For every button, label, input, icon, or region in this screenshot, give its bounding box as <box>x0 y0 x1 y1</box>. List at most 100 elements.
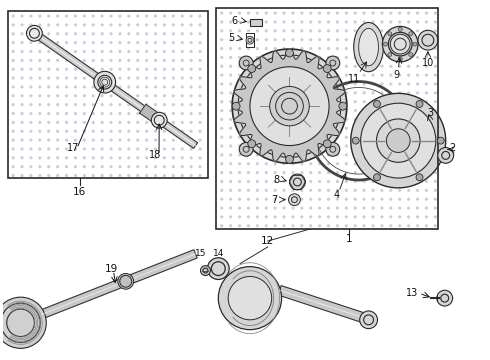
Circle shape <box>30 95 32 97</box>
Circle shape <box>266 12 267 14</box>
Circle shape <box>12 148 14 150</box>
Circle shape <box>164 33 165 35</box>
Circle shape <box>408 83 410 85</box>
Circle shape <box>30 157 32 159</box>
Circle shape <box>146 130 147 132</box>
Circle shape <box>221 145 222 147</box>
Circle shape <box>354 127 356 129</box>
Circle shape <box>381 66 383 67</box>
Circle shape <box>328 83 329 85</box>
Circle shape <box>30 33 32 35</box>
Circle shape <box>83 68 85 70</box>
Circle shape <box>83 113 85 114</box>
Circle shape <box>247 216 249 218</box>
Circle shape <box>437 137 444 144</box>
Circle shape <box>435 225 436 227</box>
Circle shape <box>301 172 303 174</box>
Circle shape <box>181 139 183 141</box>
Circle shape <box>328 101 329 103</box>
Circle shape <box>181 42 183 44</box>
Circle shape <box>266 145 267 147</box>
Circle shape <box>289 194 300 206</box>
Circle shape <box>137 139 139 141</box>
Circle shape <box>30 15 32 17</box>
Circle shape <box>12 68 14 70</box>
Circle shape <box>57 157 58 159</box>
Circle shape <box>239 92 241 94</box>
Circle shape <box>292 83 294 85</box>
Circle shape <box>363 181 365 183</box>
Circle shape <box>301 207 303 209</box>
Circle shape <box>101 51 103 53</box>
Circle shape <box>172 42 174 44</box>
Circle shape <box>408 207 410 209</box>
Text: 12: 12 <box>261 236 274 246</box>
Circle shape <box>230 74 232 76</box>
Circle shape <box>66 157 68 159</box>
Circle shape <box>425 74 427 76</box>
Circle shape <box>48 42 49 44</box>
Circle shape <box>381 136 383 138</box>
Circle shape <box>381 189 383 191</box>
Circle shape <box>164 157 165 159</box>
Circle shape <box>408 12 410 14</box>
Circle shape <box>248 38 252 42</box>
Circle shape <box>328 181 329 183</box>
Circle shape <box>319 30 320 32</box>
Circle shape <box>388 53 392 57</box>
Circle shape <box>74 95 76 97</box>
Circle shape <box>326 143 340 156</box>
Circle shape <box>92 175 94 176</box>
Circle shape <box>354 57 356 58</box>
Circle shape <box>21 68 23 70</box>
Circle shape <box>199 122 201 123</box>
Circle shape <box>137 166 139 168</box>
Circle shape <box>399 145 401 147</box>
Circle shape <box>110 15 112 17</box>
Circle shape <box>354 39 356 41</box>
Circle shape <box>137 104 139 105</box>
Circle shape <box>345 163 347 165</box>
Circle shape <box>381 12 383 14</box>
Circle shape <box>48 77 49 79</box>
Circle shape <box>408 110 410 112</box>
Circle shape <box>48 95 49 97</box>
Circle shape <box>354 198 356 200</box>
Circle shape <box>339 102 347 110</box>
Circle shape <box>101 95 103 97</box>
Circle shape <box>155 113 156 114</box>
Circle shape <box>328 136 329 138</box>
Circle shape <box>39 104 41 105</box>
Circle shape <box>12 139 14 141</box>
Circle shape <box>164 59 165 61</box>
Circle shape <box>39 113 41 114</box>
Circle shape <box>128 86 130 88</box>
Circle shape <box>155 59 156 61</box>
Circle shape <box>372 66 374 67</box>
Circle shape <box>39 139 41 141</box>
Circle shape <box>345 172 347 174</box>
Circle shape <box>164 42 165 44</box>
Circle shape <box>12 175 14 176</box>
Circle shape <box>408 154 410 156</box>
Circle shape <box>408 21 410 23</box>
Circle shape <box>435 30 436 32</box>
Circle shape <box>190 95 192 97</box>
Circle shape <box>345 92 347 94</box>
Circle shape <box>266 163 267 165</box>
Circle shape <box>120 275 132 287</box>
Circle shape <box>337 181 338 183</box>
Circle shape <box>199 86 201 88</box>
Circle shape <box>408 101 410 103</box>
Circle shape <box>155 122 156 123</box>
Circle shape <box>390 189 392 191</box>
Circle shape <box>190 59 192 61</box>
Circle shape <box>345 207 347 209</box>
Circle shape <box>283 39 285 41</box>
Circle shape <box>387 129 410 152</box>
Circle shape <box>345 12 347 14</box>
Circle shape <box>247 110 249 112</box>
Circle shape <box>256 92 258 94</box>
Circle shape <box>137 86 139 88</box>
Circle shape <box>247 74 249 76</box>
